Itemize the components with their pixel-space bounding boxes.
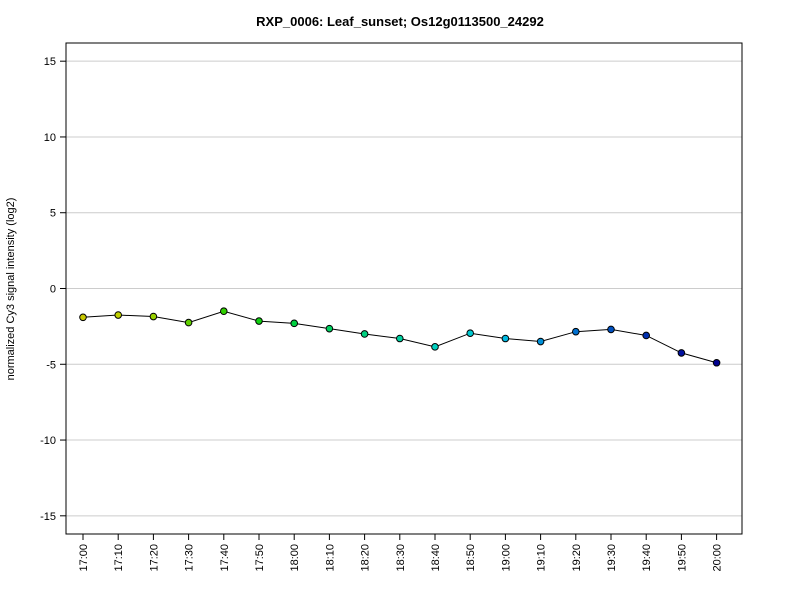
- data-point: [396, 334, 404, 343]
- x-tick-label: 20:00: [712, 544, 724, 572]
- y-tick-label: -5: [46, 359, 56, 371]
- data-point: [79, 313, 87, 322]
- y-tick-label: -10: [40, 435, 56, 447]
- data-point: [466, 329, 475, 338]
- data-point: [677, 349, 686, 357]
- data-point: [255, 317, 263, 325]
- y-tick-label: 15: [44, 56, 56, 68]
- data-point: [220, 307, 228, 316]
- y-tick-label: 0: [50, 284, 56, 296]
- x-tick-label: 19:00: [500, 544, 512, 572]
- data-point: [290, 319, 299, 328]
- x-tick-label: 18:20: [360, 544, 372, 572]
- data-point: [607, 325, 615, 334]
- data-point: [149, 312, 158, 321]
- x-tick-label: 17:40: [219, 544, 231, 572]
- x-tick-label: 18:50: [465, 544, 477, 572]
- grid-lines: [66, 60, 742, 517]
- data-point: [572, 327, 580, 336]
- series: [79, 307, 721, 367]
- data-point: [642, 331, 651, 340]
- data-point: [501, 334, 510, 343]
- data-point: [184, 318, 193, 327]
- data-point: [114, 311, 122, 319]
- x-tick-label: 18:10: [324, 544, 336, 572]
- data-point: [325, 324, 334, 333]
- x-tick-label: 17:00: [78, 544, 90, 572]
- y-tick-label: 5: [50, 208, 56, 220]
- x-tick-label: 17:10: [113, 544, 125, 572]
- y-tick-label: 10: [44, 132, 56, 144]
- y-axis-title: normalized Cy3 signal intensity (log2): [5, 198, 17, 381]
- x-tick-label: 18:40: [430, 544, 442, 572]
- x-tick-label: 19:10: [536, 544, 548, 572]
- x-tick-label: 17:20: [148, 544, 160, 572]
- y-axis: -15 -10 -5 0 5 10 15: [40, 56, 66, 523]
- x-tick-label: 19:30: [606, 544, 618, 572]
- x-tick-label: 19:40: [641, 544, 653, 572]
- data-point: [712, 358, 721, 367]
- data-point: [431, 343, 439, 351]
- x-tick-label: 19:20: [571, 544, 583, 572]
- x-tick-label: 18:30: [395, 544, 407, 572]
- data-point: [360, 330, 369, 338]
- x-tick-label: 19:50: [676, 544, 688, 572]
- x-tick-label: 17:50: [254, 544, 266, 572]
- y-tick-label: -15: [40, 511, 56, 523]
- x-tick-label: 17:30: [184, 544, 196, 572]
- chart-title: RXP_0006: Leaf_sunset; Os12g0113500_2429…: [256, 14, 544, 29]
- x-axis: 17:00 17:10 17:20 17:30 17:40 17:50 18:00 18:10…: [78, 533, 724, 572]
- plot-frame: [65, 42, 743, 535]
- x-tick-label: 18:00: [289, 544, 301, 572]
- data-point: [536, 337, 545, 346]
